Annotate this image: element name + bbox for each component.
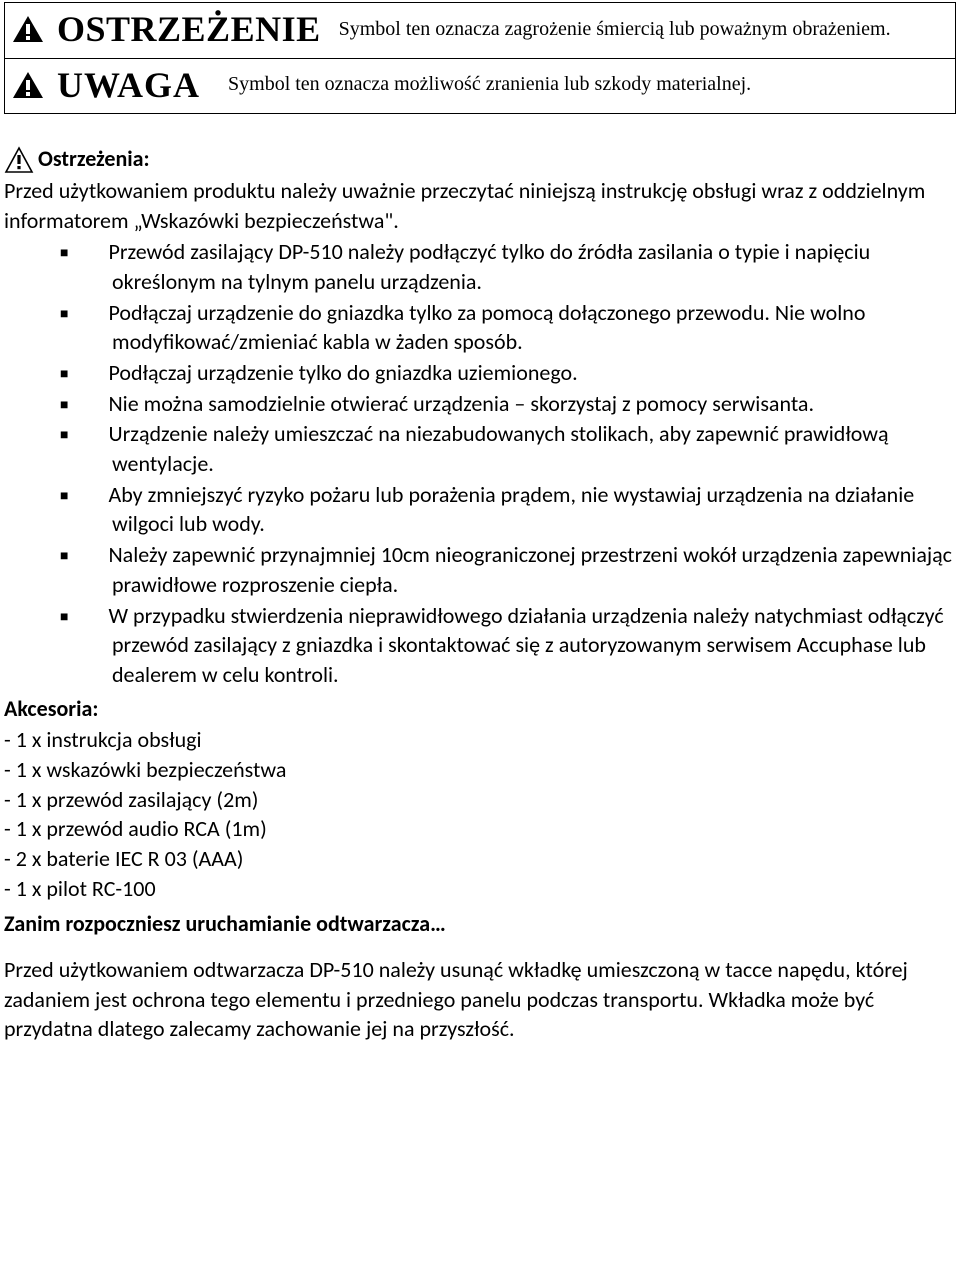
ostrzezenia-heading: Ostrzeżenia: — [38, 144, 150, 174]
ostrzezenie-description: Symbol ten oznacza zagrożenie śmiercią l… — [339, 13, 899, 46]
ostrzezenia-heading-row: Ostrzeżenia: — [4, 144, 956, 174]
warning-bullet-list: Przewód zasilający DP-510 należy podłącz… — [4, 237, 956, 689]
warning-bullet: Podłączaj urządzenie tylko do gniazdka u… — [60, 358, 956, 388]
uwaga-label: UWAGA — [57, 61, 228, 110]
warning-triangle-icon — [11, 14, 45, 44]
warning-definitions-table: OSTRZEŻENIE Symbol ten oznacza zagrożeni… — [4, 2, 956, 114]
warning-row-ostrzezenie: OSTRZEŻENIE Symbol ten oznacza zagrożeni… — [5, 3, 955, 59]
accessory-item: - 1 x pilot RC-100 — [4, 874, 956, 904]
ostrzezenie-label: OSTRZEŻENIE — [57, 5, 339, 54]
warning-bullet: Należy zapewnić przynajmniej 10cm nieogr… — [60, 540, 956, 599]
accessory-item: - 1 x przewód audio RCA (1m) — [4, 814, 956, 844]
accessory-item: - 1 x instrukcja obsługi — [4, 725, 956, 755]
accessories-list: - 1 x instrukcja obsługi - 1 x wskazówki… — [4, 725, 956, 903]
warning-bullet: Przewód zasilający DP-510 należy podłącz… — [60, 237, 956, 296]
accessory-item: - 1 x przewód zasilający (2m) — [4, 785, 956, 815]
accessory-item: - 1 x wskazówki bezpieczeństwa — [4, 755, 956, 785]
closing-paragraph: Przed użytkowaniem odtwarzacza DP-510 na… — [4, 955, 956, 1044]
warning-bullet: Nie można samodzielnie otwierać urządzen… — [60, 389, 956, 419]
warning-bullet: Aby zmniejszyć ryzyko pożaru lub porażen… — [60, 480, 956, 539]
intro-paragraph: Przed użytkowaniem produktu należy uważn… — [4, 176, 956, 235]
before-start-heading: Zanim rozpoczniesz uruchamianie odtwarza… — [4, 909, 956, 939]
warning-triangle-icon — [11, 70, 45, 100]
accessories-heading: Akcesoria: — [4, 694, 956, 724]
warning-bullet: W przypadku stwierdzenia nieprawidłowego… — [60, 601, 956, 690]
warning-bullet: Urządzenie należy umieszczać na niezabud… — [60, 419, 956, 478]
warning-bullet: Podłączaj urządzenie do gniazdka tylko z… — [60, 298, 956, 357]
accessory-item: - 2 x baterie IEC R 03 (AAA) — [4, 844, 956, 874]
warning-triangle-outline-icon — [4, 146, 34, 174]
uwaga-description: Symbol ten oznacza możliwość zranienia l… — [228, 71, 751, 98]
warning-row-uwaga: UWAGA Symbol ten oznacza możliwość zrani… — [5, 59, 955, 114]
